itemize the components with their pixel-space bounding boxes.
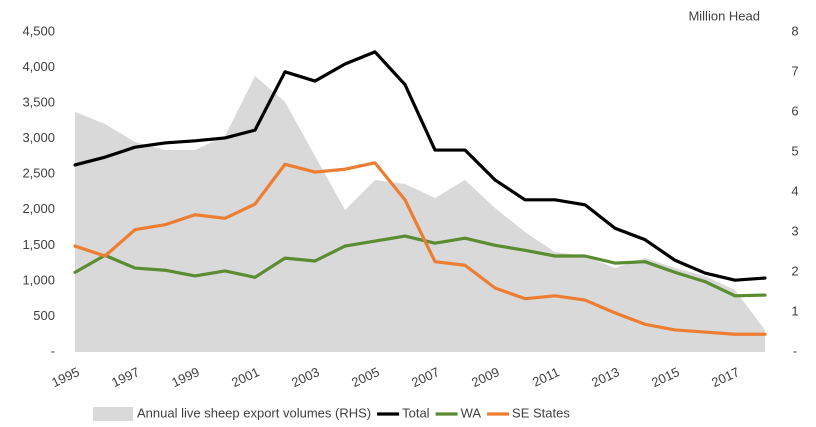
legend: Annual live sheep export volumes (RHS) To… bbox=[93, 405, 570, 421]
x-tick-label: 2017 bbox=[709, 364, 742, 390]
line bbox=[73, 161, 767, 336]
x-tick-label: 2015 bbox=[649, 364, 682, 390]
legend-label: SE States bbox=[512, 405, 570, 420]
y-tick-label: 4,500 bbox=[22, 23, 55, 38]
legend-swatch bbox=[93, 407, 133, 421]
y-tick-label: 2,000 bbox=[22, 201, 55, 216]
x-tick-label: 1995 bbox=[49, 364, 82, 390]
x-tick-label: 1997 bbox=[109, 364, 142, 390]
y-tick-label: 3,000 bbox=[22, 130, 55, 145]
area bbox=[75, 76, 765, 352]
y2-tick-label: 2 bbox=[791, 263, 798, 278]
y2-tick-label: 5 bbox=[791, 143, 798, 158]
x-tick-label: 2003 bbox=[289, 364, 322, 390]
y-tick-label: 4,000 bbox=[22, 59, 55, 74]
line bbox=[73, 234, 767, 298]
legend-label: Total bbox=[402, 405, 430, 420]
y-tick-label: - bbox=[51, 343, 55, 358]
x-tick-label: 2005 bbox=[349, 364, 382, 390]
y-tick-label: 500 bbox=[33, 308, 55, 323]
area-layer bbox=[75, 76, 765, 352]
y2-axis-label: Million Head bbox=[688, 8, 760, 23]
y-tick-label: 3,500 bbox=[22, 95, 55, 110]
y2-tick-label: 8 bbox=[791, 23, 798, 38]
y2-tick-label: 3 bbox=[791, 223, 798, 238]
y2-tick-label: 6 bbox=[791, 103, 798, 118]
y2-tick-label: 1 bbox=[791, 303, 798, 318]
y2-tick-label: 7 bbox=[791, 63, 798, 78]
x-tick-label: 2009 bbox=[469, 364, 502, 390]
y2-tick-label: - bbox=[793, 343, 797, 358]
legend-label: Annual live sheep export volumes (RHS) bbox=[137, 405, 371, 420]
x-tick-label: 1999 bbox=[169, 364, 202, 390]
x-tick-label: 2013 bbox=[589, 364, 622, 390]
line-layer bbox=[73, 50, 767, 336]
x-tick-label: 2001 bbox=[229, 364, 262, 390]
x-tick-label: 2007 bbox=[409, 364, 442, 390]
y-tick-label: 2,500 bbox=[22, 166, 55, 181]
legend-label: WA bbox=[461, 405, 482, 420]
y-tick-label: 1,500 bbox=[22, 237, 55, 252]
x-tick-label: 2011 bbox=[530, 364, 562, 389]
line bbox=[73, 50, 767, 282]
y2-tick-label: 4 bbox=[791, 183, 798, 198]
y-tick-label: 1,000 bbox=[22, 272, 55, 287]
